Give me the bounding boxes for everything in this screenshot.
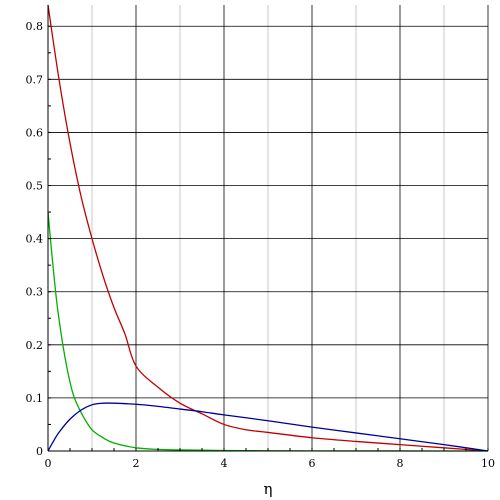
y-tick-label: 0: [36, 445, 43, 458]
y-tick-label: 0.2: [26, 339, 44, 352]
y-tick-label: 0.1: [26, 392, 44, 405]
x-tick-label: 6: [309, 457, 316, 470]
y-tick-label: 0.8: [26, 20, 44, 33]
x-tick-label: 8: [397, 457, 404, 470]
x-tick-label: 10: [481, 457, 495, 470]
x-tick-label: 0: [45, 457, 52, 470]
series-line-1: [47, 4, 489, 452]
y-tick-label: 0.3: [26, 286, 44, 299]
x-tick-label: 4: [221, 457, 228, 470]
tick-labels: 0 2 4 6 8 10 0 0.1 0.2 0.3 0.4 0.5 0.6 0.7 0.8: [26, 20, 496, 470]
axes: [47, 5, 489, 452]
y-tick-label: 0.7: [26, 73, 44, 86]
x-axis-label: η: [264, 480, 273, 498]
y-tick-label: 0.6: [26, 126, 44, 139]
series-line-3: [47, 402, 489, 452]
y-tick-label: 0.4: [26, 233, 44, 246]
x-tick-label: 2: [133, 457, 140, 470]
grid: [48, 5, 489, 451]
y-tick-label: 0.5: [26, 180, 44, 193]
